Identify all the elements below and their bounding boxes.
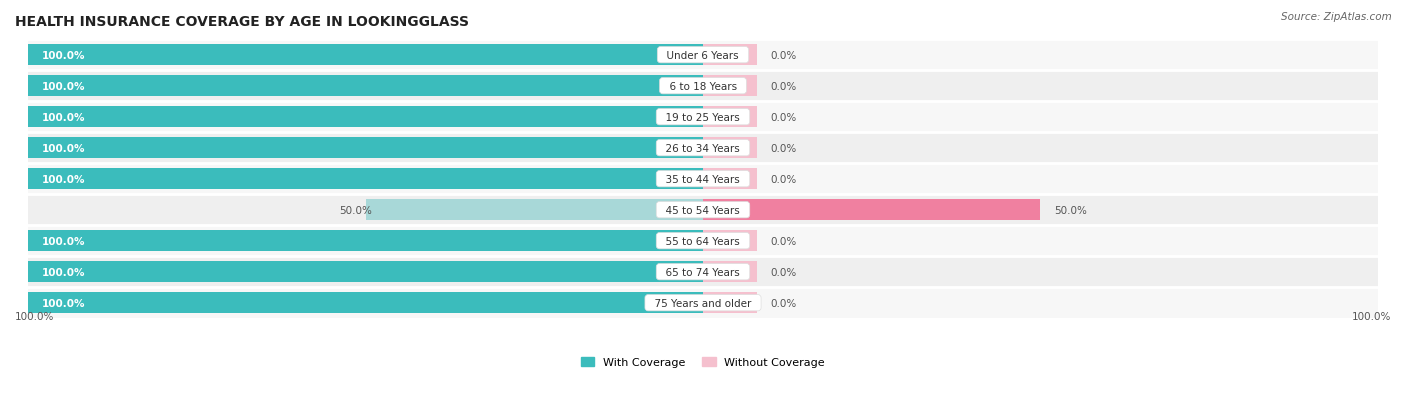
- Bar: [28, 292, 703, 313]
- Bar: [28, 225, 1378, 256]
- Bar: [28, 164, 1378, 195]
- Text: 0.0%: 0.0%: [770, 143, 797, 153]
- Bar: [703, 230, 756, 252]
- Bar: [28, 230, 703, 252]
- Bar: [28, 71, 1378, 102]
- Text: 75 Years and older: 75 Years and older: [648, 298, 758, 308]
- Legend: With Coverage, Without Coverage: With Coverage, Without Coverage: [581, 357, 825, 367]
- Bar: [703, 107, 756, 128]
- Bar: [703, 138, 756, 159]
- Text: 55 to 64 Years: 55 to 64 Years: [659, 236, 747, 246]
- Text: 100.0%: 100.0%: [42, 81, 86, 92]
- Text: 100.0%: 100.0%: [42, 174, 86, 184]
- Text: 19 to 25 Years: 19 to 25 Years: [659, 112, 747, 122]
- Text: 100.0%: 100.0%: [42, 298, 86, 308]
- Text: 100.0%: 100.0%: [42, 143, 86, 153]
- Text: 100.0%: 100.0%: [42, 236, 86, 246]
- Text: 26 to 34 Years: 26 to 34 Years: [659, 143, 747, 153]
- Bar: [28, 256, 1378, 287]
- Text: 50.0%: 50.0%: [340, 205, 373, 215]
- Text: 0.0%: 0.0%: [770, 236, 797, 246]
- Text: 0.0%: 0.0%: [770, 112, 797, 122]
- Bar: [703, 45, 756, 66]
- Bar: [28, 169, 703, 190]
- Bar: [28, 40, 1378, 71]
- Bar: [366, 200, 703, 221]
- Bar: [28, 195, 1378, 225]
- Bar: [703, 292, 756, 313]
- Text: 45 to 54 Years: 45 to 54 Years: [659, 205, 747, 215]
- Bar: [703, 169, 756, 190]
- Bar: [28, 76, 703, 97]
- Text: 50.0%: 50.0%: [1053, 205, 1087, 215]
- Bar: [28, 45, 703, 66]
- Text: 6 to 18 Years: 6 to 18 Years: [662, 81, 744, 92]
- Text: Under 6 Years: Under 6 Years: [661, 50, 745, 61]
- Bar: [28, 102, 1378, 133]
- Bar: [28, 107, 703, 128]
- Text: 0.0%: 0.0%: [770, 81, 797, 92]
- Bar: [28, 261, 703, 282]
- Bar: [28, 133, 1378, 164]
- Bar: [703, 200, 1040, 221]
- Text: 100.0%: 100.0%: [1351, 311, 1391, 321]
- Text: 100.0%: 100.0%: [15, 311, 55, 321]
- Text: 65 to 74 Years: 65 to 74 Years: [659, 267, 747, 277]
- Text: 100.0%: 100.0%: [42, 50, 86, 61]
- Text: 100.0%: 100.0%: [42, 112, 86, 122]
- Text: 0.0%: 0.0%: [770, 50, 797, 61]
- Text: 0.0%: 0.0%: [770, 267, 797, 277]
- Bar: [703, 76, 756, 97]
- Text: Source: ZipAtlas.com: Source: ZipAtlas.com: [1281, 12, 1392, 22]
- Bar: [703, 261, 756, 282]
- Text: 35 to 44 Years: 35 to 44 Years: [659, 174, 747, 184]
- Text: 100.0%: 100.0%: [42, 267, 86, 277]
- Bar: [28, 287, 1378, 318]
- Bar: [28, 138, 703, 159]
- Text: 0.0%: 0.0%: [770, 298, 797, 308]
- Text: 0.0%: 0.0%: [770, 174, 797, 184]
- Text: HEALTH INSURANCE COVERAGE BY AGE IN LOOKINGGLASS: HEALTH INSURANCE COVERAGE BY AGE IN LOOK…: [15, 15, 470, 29]
